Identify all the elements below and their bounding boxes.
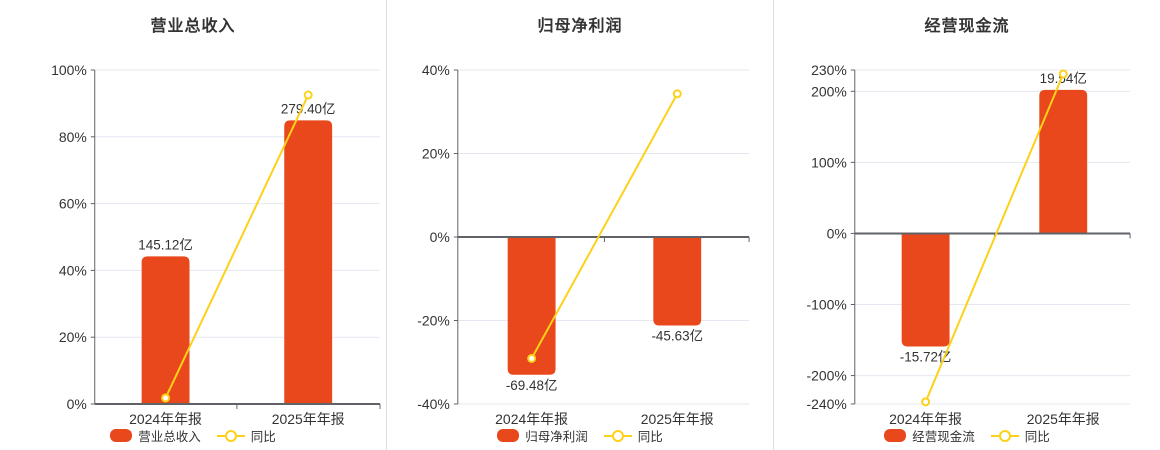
chart-title: 经营现金流 — [924, 18, 1010, 35]
legend: 归母净利润 同比 — [387, 426, 773, 445]
legend-item-line[interactable]: 同比 — [216, 426, 276, 445]
legend-item-line[interactable]: 同比 — [603, 426, 663, 445]
bar[interactable] — [653, 237, 702, 326]
y-tick-label: -40% — [417, 396, 450, 412]
y-tick-label: 60% — [59, 196, 87, 212]
legend: 营业总收入 同比 — [0, 426, 386, 445]
legend-bar-label: 营业总收入 — [138, 430, 201, 444]
chart-panel-net-profit: 归母净利润 -40% -20% 0% 20% 40% -69.48亿 -45.63亿 2024… — [386, 0, 773, 450]
x-category-label: 2024年年报 — [129, 411, 202, 427]
chart-title: 营业总收入 — [150, 18, 236, 35]
y-tick-label: 100% — [811, 154, 847, 170]
legend-item-bar[interactable]: 归母净利润 — [497, 426, 588, 445]
legend-item-bar[interactable]: 营业总收入 — [110, 426, 201, 445]
legend-item-line[interactable]: 同比 — [990, 426, 1050, 445]
bar-swatch-icon — [497, 429, 520, 442]
bar[interactable] — [141, 256, 190, 404]
y-tick-label: 0% — [827, 225, 847, 241]
y-tick-label: -20% — [417, 312, 450, 328]
trend-point[interactable] — [303, 90, 313, 100]
y-tick-label: 200% — [811, 83, 847, 99]
x-category-label: 2025年年报 — [272, 411, 345, 427]
y-tick-label: 230% — [811, 62, 847, 78]
legend-line-label: 同比 — [1024, 430, 1050, 444]
bar-value-label: -69.48亿 — [506, 378, 558, 393]
chart-title: 归母净利润 — [537, 18, 623, 35]
bar[interactable] — [1039, 89, 1088, 234]
y-tick-label: 20% — [422, 145, 450, 161]
legend-bar-label: 归母净利润 — [525, 430, 588, 444]
x-category-label: 2024年年报 — [889, 411, 962, 427]
y-tick-label: 40% — [422, 62, 450, 78]
trend-point[interactable] — [527, 353, 537, 363]
x-category-label: 2025年年报 — [641, 411, 714, 427]
line-marker-icon — [216, 429, 245, 442]
bar-value-label: -15.72亿 — [900, 349, 952, 364]
trend-point[interactable] — [1058, 69, 1068, 79]
y-tick-label: 80% — [59, 129, 87, 145]
bar[interactable] — [901, 233, 950, 347]
line-marker-icon — [990, 429, 1019, 442]
legend-item-bar[interactable]: 经营现金流 — [884, 426, 975, 445]
x-category-label: 2025年年报 — [1027, 411, 1100, 427]
y-tick-label: 0% — [430, 229, 450, 245]
legend-line-label: 同比 — [250, 430, 276, 444]
bar-swatch-icon — [884, 429, 907, 442]
bar[interactable] — [284, 120, 333, 405]
y-tick-label: 0% — [67, 396, 87, 412]
bar[interactable] — [507, 237, 556, 375]
y-tick-label: -240% — [806, 396, 846, 412]
legend-line-label: 同比 — [637, 430, 663, 444]
chart-canvas: -240%-200%-100%0%100%200%230%-15.72亿19.5… — [806, 62, 1131, 427]
trend-line — [924, 73, 1065, 403]
legend-bar-label: 经营现金流 — [912, 430, 975, 444]
trend-line — [530, 93, 679, 359]
y-tick-label: 40% — [59, 262, 87, 278]
trend-point[interactable] — [161, 393, 171, 403]
y-tick-label: 100% — [51, 62, 87, 78]
bar-value-label: 145.12亿 — [138, 237, 193, 252]
chart-canvas: -40% -20% 0% 20% 40% -69.48亿 -45.63亿 2024年年报 202… — [417, 62, 750, 427]
trend-point[interactable] — [921, 397, 931, 407]
bar-swatch-icon — [110, 429, 133, 442]
trend-point[interactable] — [672, 89, 682, 99]
y-tick-label: -100% — [806, 296, 846, 312]
chart-panel-cash-flow: 经营现金流 -240% -200% -100% 0% 100% 200% 230% -15.7… — [773, 0, 1160, 450]
y-tick-label: -200% — [806, 368, 846, 384]
legend: 经营现金流 同比 — [774, 426, 1160, 445]
chart-canvas: 0% 20% 40% 60% 80% 100% 145.12亿 279.40亿 2024年年报 2… — [51, 62, 381, 427]
bar-value-label: -45.63亿 — [651, 328, 703, 343]
y-tick-label: 20% — [59, 329, 87, 345]
trend-line — [164, 94, 310, 399]
bar-value-label: 279.40亿 — [281, 101, 336, 116]
x-category-label: 2024年年报 — [495, 411, 568, 427]
chart-panel-revenue: 营业总收入 0% 20% 40% 60% 80% 100% 145.12亿 279.40亿 20… — [0, 0, 386, 450]
line-marker-icon — [603, 429, 632, 442]
